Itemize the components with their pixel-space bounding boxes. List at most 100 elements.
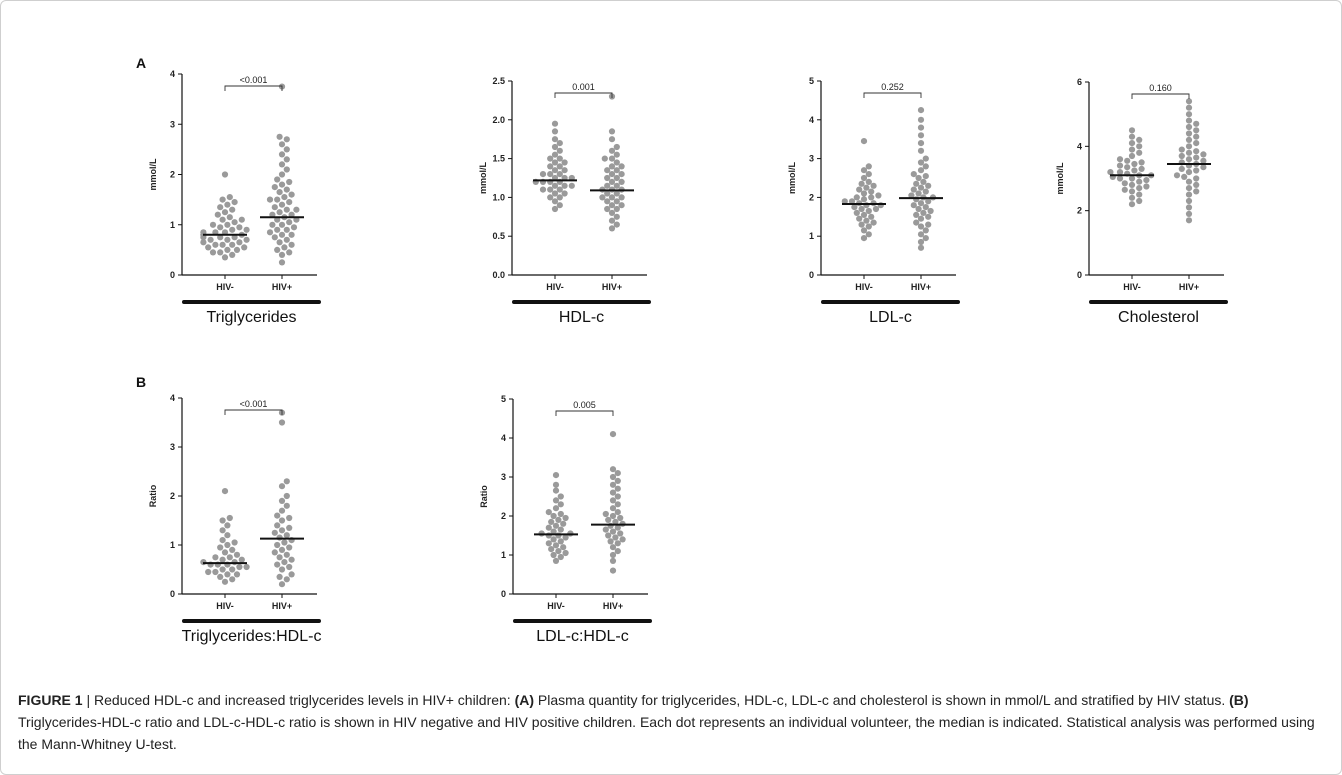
data-point bbox=[286, 199, 293, 206]
data-point bbox=[608, 225, 616, 232]
data-point bbox=[601, 155, 608, 162]
data-point bbox=[1173, 172, 1181, 179]
data-point bbox=[274, 246, 281, 253]
data-point bbox=[1124, 157, 1131, 164]
data-point bbox=[221, 171, 229, 178]
data-point bbox=[568, 182, 575, 189]
data-point bbox=[552, 542, 560, 549]
data-point bbox=[561, 182, 568, 189]
data-point bbox=[283, 206, 290, 213]
data-point bbox=[1128, 127, 1136, 134]
data-point bbox=[848, 198, 856, 205]
data-point bbox=[266, 196, 274, 203]
data-point bbox=[221, 549, 229, 556]
y-tick-label: 2 bbox=[809, 192, 814, 202]
data-point bbox=[1193, 140, 1200, 147]
data-point bbox=[1178, 152, 1185, 160]
data-point bbox=[274, 196, 281, 203]
data-point bbox=[1185, 210, 1193, 217]
data-point bbox=[614, 508, 621, 516]
data-point bbox=[278, 497, 286, 504]
data-point bbox=[917, 107, 925, 114]
data-point bbox=[557, 526, 564, 533]
data-point bbox=[274, 512, 281, 519]
data-point bbox=[863, 184, 870, 191]
data-point bbox=[608, 136, 616, 143]
data-point bbox=[1178, 165, 1185, 172]
data-point bbox=[1131, 167, 1138, 174]
y-axis-label: Ratio bbox=[148, 484, 158, 507]
data-point bbox=[865, 231, 872, 238]
data-point bbox=[860, 196, 868, 203]
data-point bbox=[860, 235, 868, 242]
data-point bbox=[560, 520, 567, 527]
data-point bbox=[552, 472, 560, 479]
data-point bbox=[910, 186, 917, 193]
data-point bbox=[1185, 130, 1193, 137]
category-label: HIV- bbox=[216, 601, 234, 611]
data-point bbox=[552, 522, 560, 529]
data-point bbox=[853, 194, 860, 201]
data-point bbox=[552, 557, 560, 565]
data-point bbox=[561, 190, 568, 197]
data-point bbox=[618, 178, 625, 185]
data-point bbox=[231, 219, 238, 226]
data-point bbox=[922, 227, 929, 234]
data-point bbox=[913, 219, 920, 226]
data-point bbox=[917, 140, 925, 147]
data-point bbox=[1185, 178, 1193, 185]
data-point bbox=[205, 568, 212, 576]
data-point bbox=[557, 510, 564, 518]
data-point bbox=[551, 205, 559, 213]
data-point bbox=[602, 510, 609, 518]
data-point bbox=[917, 244, 925, 251]
category-label: HIV+ bbox=[272, 282, 292, 292]
data-point bbox=[607, 538, 614, 545]
data-point bbox=[229, 251, 236, 258]
data-point bbox=[219, 527, 226, 534]
data-point bbox=[613, 182, 620, 189]
category-label: HIV+ bbox=[911, 282, 931, 292]
chart-title: LDL-c bbox=[869, 309, 912, 326]
p-value-label: 0.001 bbox=[572, 82, 595, 92]
data-point bbox=[212, 554, 219, 561]
data-point bbox=[283, 156, 290, 163]
data-point bbox=[288, 571, 295, 578]
data-point bbox=[221, 578, 229, 585]
significance-bracket bbox=[863, 92, 922, 98]
data-point bbox=[551, 136, 559, 143]
data-point bbox=[613, 159, 620, 166]
data-point bbox=[604, 205, 611, 213]
data-point bbox=[614, 485, 621, 492]
category-label: HIV- bbox=[547, 601, 565, 611]
data-point bbox=[1200, 157, 1207, 164]
data-point bbox=[556, 186, 563, 193]
data-point bbox=[226, 554, 233, 561]
data-point bbox=[557, 553, 564, 561]
data-point bbox=[545, 524, 552, 531]
data-point bbox=[221, 209, 229, 216]
data-point bbox=[618, 194, 625, 201]
data-point bbox=[1136, 136, 1143, 143]
data-point bbox=[278, 151, 286, 158]
data-point bbox=[274, 176, 281, 183]
data-point bbox=[224, 522, 231, 529]
data-point bbox=[1143, 177, 1150, 184]
data-point bbox=[1185, 149, 1193, 156]
data-point bbox=[276, 189, 283, 196]
data-point bbox=[233, 246, 241, 253]
caption-separator: | bbox=[82, 692, 94, 708]
data-point bbox=[1143, 183, 1150, 190]
data-point bbox=[286, 544, 293, 551]
data-point bbox=[910, 202, 917, 209]
data-point bbox=[1136, 178, 1143, 185]
data-point bbox=[214, 211, 221, 218]
data-point bbox=[556, 155, 563, 162]
data-point bbox=[547, 163, 554, 170]
data-point bbox=[925, 182, 932, 189]
data-point bbox=[841, 198, 848, 205]
data-point bbox=[1185, 136, 1193, 143]
y-axis-label: mmol/L bbox=[478, 162, 488, 195]
data-point bbox=[276, 133, 283, 140]
data-point bbox=[1200, 164, 1207, 171]
